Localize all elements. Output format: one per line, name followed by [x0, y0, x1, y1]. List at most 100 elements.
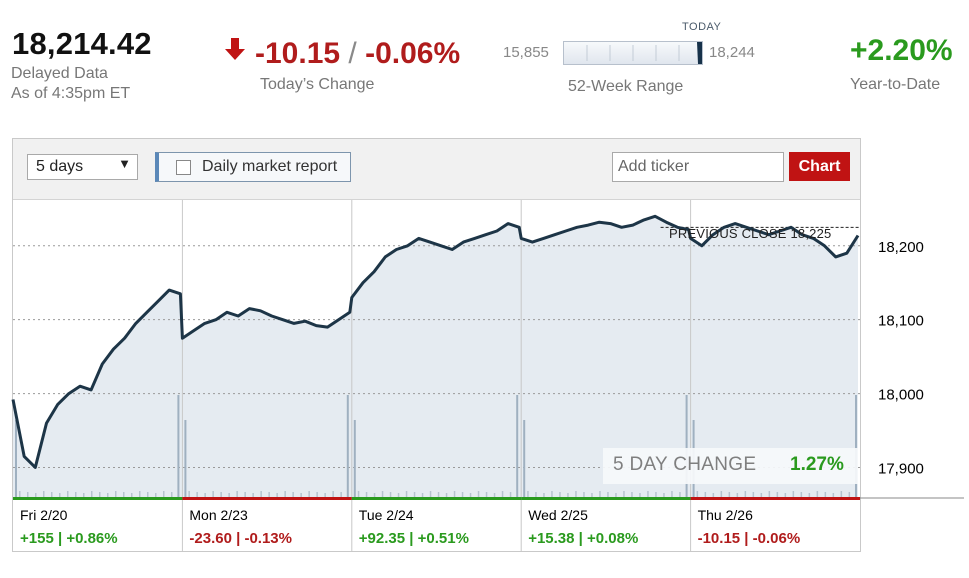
volume-bar — [485, 492, 488, 497]
volume-bar — [623, 491, 625, 497]
volume-bar — [768, 491, 771, 497]
chart-button[interactable]: Chart — [789, 152, 850, 181]
volume-bar — [139, 491, 141, 497]
volume-bar — [477, 491, 480, 497]
volume-bar — [220, 492, 222, 497]
volume-bar — [855, 395, 857, 497]
price-area — [13, 216, 858, 498]
volume-bar — [535, 492, 537, 497]
volume-bar — [381, 491, 384, 497]
y-axis-labels: 18,200 18,100 18,000 17,900 — [878, 239, 924, 478]
volume-bar — [591, 493, 593, 497]
day-change-stat: -10.15 | -0.06% — [698, 530, 801, 547]
volume-bar — [19, 491, 21, 497]
volume-bar — [123, 492, 125, 497]
volume-bar — [501, 491, 504, 497]
volume-bar — [824, 492, 827, 497]
volume-bar — [188, 491, 190, 497]
volume-bar — [808, 493, 811, 497]
volume-bar — [639, 493, 641, 497]
volume-bar — [340, 492, 342, 497]
add-ticker-input[interactable] — [612, 152, 784, 182]
index-price: 18,214.42 — [12, 26, 152, 61]
volume-bar — [509, 492, 512, 497]
volume-bar — [332, 491, 334, 497]
volume-bar — [155, 493, 157, 497]
delayed-data-label: Delayed Data — [11, 65, 108, 82]
volume-bar — [252, 493, 254, 497]
volume-bar — [244, 492, 246, 497]
day-label: Fri 2/20 — [20, 507, 68, 523]
volume-bar — [357, 491, 360, 497]
volume-bar — [615, 493, 617, 497]
volume-bar — [300, 493, 302, 497]
volume-bar — [816, 491, 819, 497]
day-label: Tue 2/24 — [359, 507, 414, 523]
volume-bar — [736, 493, 739, 497]
volume-bar — [527, 491, 529, 497]
volume-bar — [43, 491, 45, 497]
volume-bar — [631, 492, 633, 497]
volume-bar — [324, 493, 326, 497]
volume-bar — [784, 493, 787, 497]
volume-bar — [712, 493, 715, 497]
baseline-segment — [182, 497, 352, 500]
volume-bar — [461, 492, 464, 497]
ytd-label: Year-to-Date — [850, 76, 941, 93]
change-percent: -0.06% — [365, 37, 461, 70]
price-line — [11, 214, 860, 469]
y-tick-label: 18,000 — [878, 387, 924, 404]
volume-bar — [744, 491, 747, 497]
daily-report-checkbox[interactable] — [176, 160, 191, 175]
volume-bar — [196, 492, 198, 497]
delayed-data-note: Delayed Data As of 4:35pm ET — [11, 64, 130, 104]
five-day-change-label: 5 DAY CHANGE — [613, 454, 757, 475]
five-day-change-box — [603, 448, 858, 484]
ytd-change: +2.20% — [850, 34, 953, 67]
volume-bar — [177, 395, 180, 497]
period-value: 5 days — [36, 158, 84, 175]
five-day-change-value: 1.27% — [790, 454, 844, 475]
volume-bar — [51, 492, 53, 497]
daily-report-label: Daily market report — [202, 158, 338, 175]
volume-bar — [163, 491, 165, 497]
baseline-segment — [13, 497, 183, 500]
change-points: -10.15 — [255, 37, 341, 70]
volume-bar — [413, 492, 416, 497]
volume-bar — [663, 493, 665, 497]
volume-bar — [704, 492, 707, 497]
baseline-segment — [690, 497, 860, 500]
day-label: Wed 2/25 — [528, 507, 588, 523]
volume-bar — [543, 493, 545, 497]
y-tick-label: 18,200 — [878, 239, 924, 256]
volume-bar — [575, 491, 577, 497]
volume-bar — [437, 492, 440, 497]
y-tick-label: 18,100 — [878, 313, 924, 330]
volume-bar — [131, 493, 133, 497]
volume-bar — [832, 493, 835, 497]
volume-bar — [212, 491, 214, 497]
volume-bar — [59, 493, 61, 497]
change-separator: / — [348, 37, 357, 70]
day-dividers — [181, 200, 692, 552]
range-high: 18,244 — [709, 44, 755, 61]
volume-bar — [516, 395, 519, 497]
volume-bar — [655, 492, 657, 497]
volume-bar — [107, 493, 109, 497]
volume-bar — [760, 493, 763, 497]
volume-bar — [268, 492, 270, 497]
volume-bar — [276, 493, 278, 497]
volume-bar — [720, 491, 723, 497]
volume-bar — [184, 420, 187, 497]
period-dropdown[interactable]: 5 days ▼ — [27, 154, 138, 180]
day-label: Mon 2/23 — [189, 507, 248, 523]
volume-bar — [353, 420, 356, 497]
day-change-stat: +155 | +0.86% — [20, 530, 118, 547]
volume-bar — [260, 491, 262, 497]
volume-bar — [204, 493, 206, 497]
volume-bar — [91, 491, 93, 497]
chevron-down-icon: ▼ — [118, 156, 131, 171]
volume-bar — [752, 492, 755, 497]
baseline — [13, 497, 964, 500]
